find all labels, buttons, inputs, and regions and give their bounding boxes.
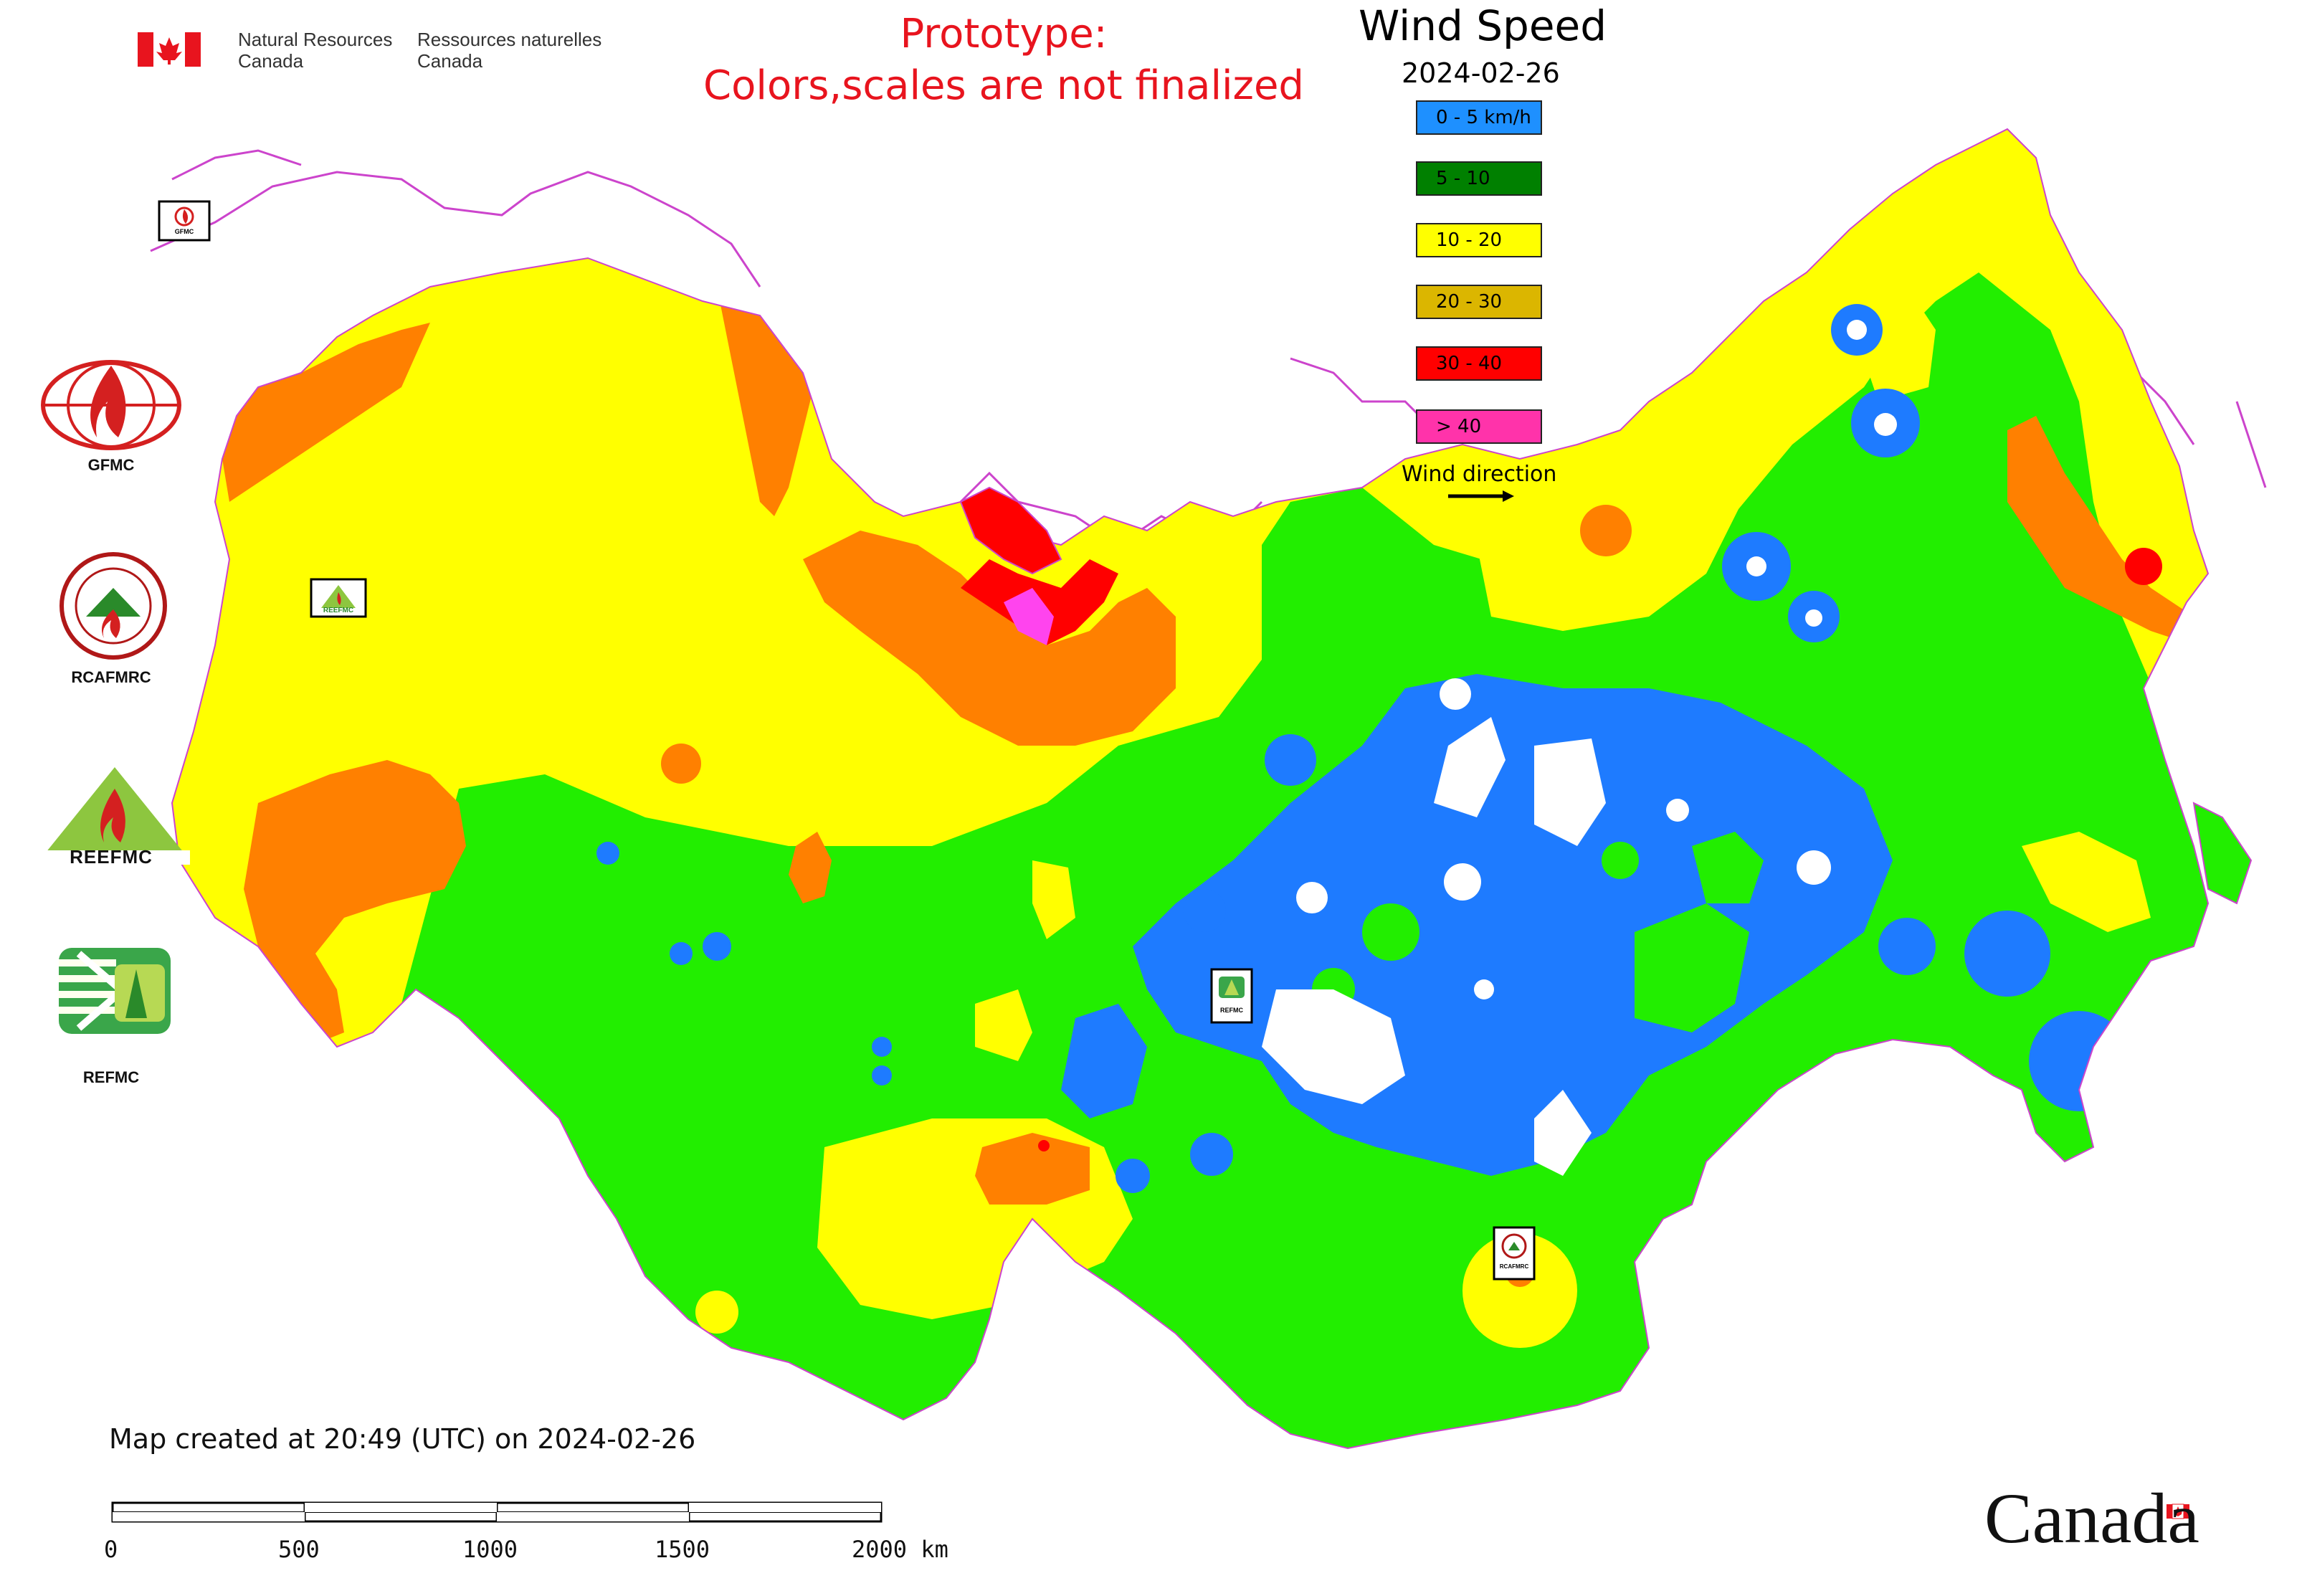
legend-label: 5 - 10	[1436, 168, 1490, 189]
station-reefmc-marker-icon	[310, 578, 367, 618]
map-created-timestamp: Map created at 20:49 (UTC) on 2024-02-26	[109, 1423, 696, 1455]
legend-label: 10 - 20	[1436, 229, 1503, 251]
station-rcafmrc-marker-icon	[1493, 1226, 1536, 1281]
org-label-gfmc: GFMC	[87, 456, 135, 474]
legend-item-over-40: > 40	[1416, 409, 1542, 444]
refmc-logo-icon	[59, 948, 171, 1034]
wind-direction-arrow-icon	[1448, 490, 1514, 502]
canada-wordmark-flag-icon	[2167, 1504, 2189, 1519]
legend-item-20-30: 20 - 30	[1416, 285, 1542, 319]
scale-tick-1000: 1000	[462, 1536, 518, 1563]
legend-item-0-5: 0 - 5 km/h	[1416, 100, 1542, 135]
agency-name-fr-line2: Canada	[417, 50, 483, 72]
legend-label: 20 - 30	[1436, 291, 1503, 313]
scale-tick-1500: 1500	[655, 1536, 710, 1563]
prototype-line2: Colors,scales are not finalized	[703, 62, 1304, 109]
canada-flag-icon	[138, 32, 201, 67]
legend-label: 0 - 5 km/h	[1436, 107, 1531, 128]
legend-item-5-10: 5 - 10	[1416, 161, 1542, 196]
org-label-rcafmrc: RCAFMRC	[71, 668, 151, 686]
legend-label: > 40	[1436, 416, 1482, 437]
legend-date: 2024-02-26	[1402, 57, 1560, 89]
wind-direction-label: Wind direction	[1402, 462, 1557, 487]
legend-item-10-20: 10 - 20	[1416, 223, 1542, 257]
legend-title: Wind Speed	[1359, 1, 1607, 50]
agency-name-en-line1: Natural Resources	[238, 29, 393, 50]
prototype-notice: Prototype: Colors,scales are not finaliz…	[645, 9, 1362, 112]
station-label-reefmc: REEFMC	[323, 607, 354, 614]
org-label-reefmc: REEFMC	[70, 846, 153, 868]
gfmc-logo-icon	[41, 360, 181, 450]
agency-name-en-line2: Canada	[238, 50, 304, 72]
canada-wordmark: Canada	[1984, 1478, 2199, 1558]
station-refmc-marker-icon	[1210, 968, 1253, 1024]
agency-name-fr-line1: Ressources naturelles	[417, 29, 602, 50]
scale-tick-0: 0	[104, 1536, 118, 1563]
reefmc-logo-icon	[39, 767, 190, 865]
agency-name-en: Natural Resources Canada	[238, 29, 392, 72]
legend-item-30-40: 30 - 40	[1416, 346, 1542, 381]
agency-name-fr: Ressources naturelles Canada	[417, 29, 601, 72]
scale-tick-2000: 2000 km	[852, 1536, 948, 1563]
station-label-gfmc: GFMC	[174, 228, 194, 235]
station-gfmc-marker-icon	[158, 200, 211, 242]
rcafmrc-logo-icon	[60, 552, 167, 660]
scale-bar	[111, 1501, 883, 1523]
scale-tick-500: 500	[278, 1536, 320, 1563]
station-label-refmc: REFMC	[1220, 1007, 1243, 1014]
prototype-line1: Prototype:	[900, 11, 1108, 57]
org-label-refmc: REFMC	[82, 1068, 140, 1086]
station-label-rcafmrc: RCAFMRC	[1499, 1263, 1529, 1270]
legend-label: 30 - 40	[1436, 353, 1503, 374]
